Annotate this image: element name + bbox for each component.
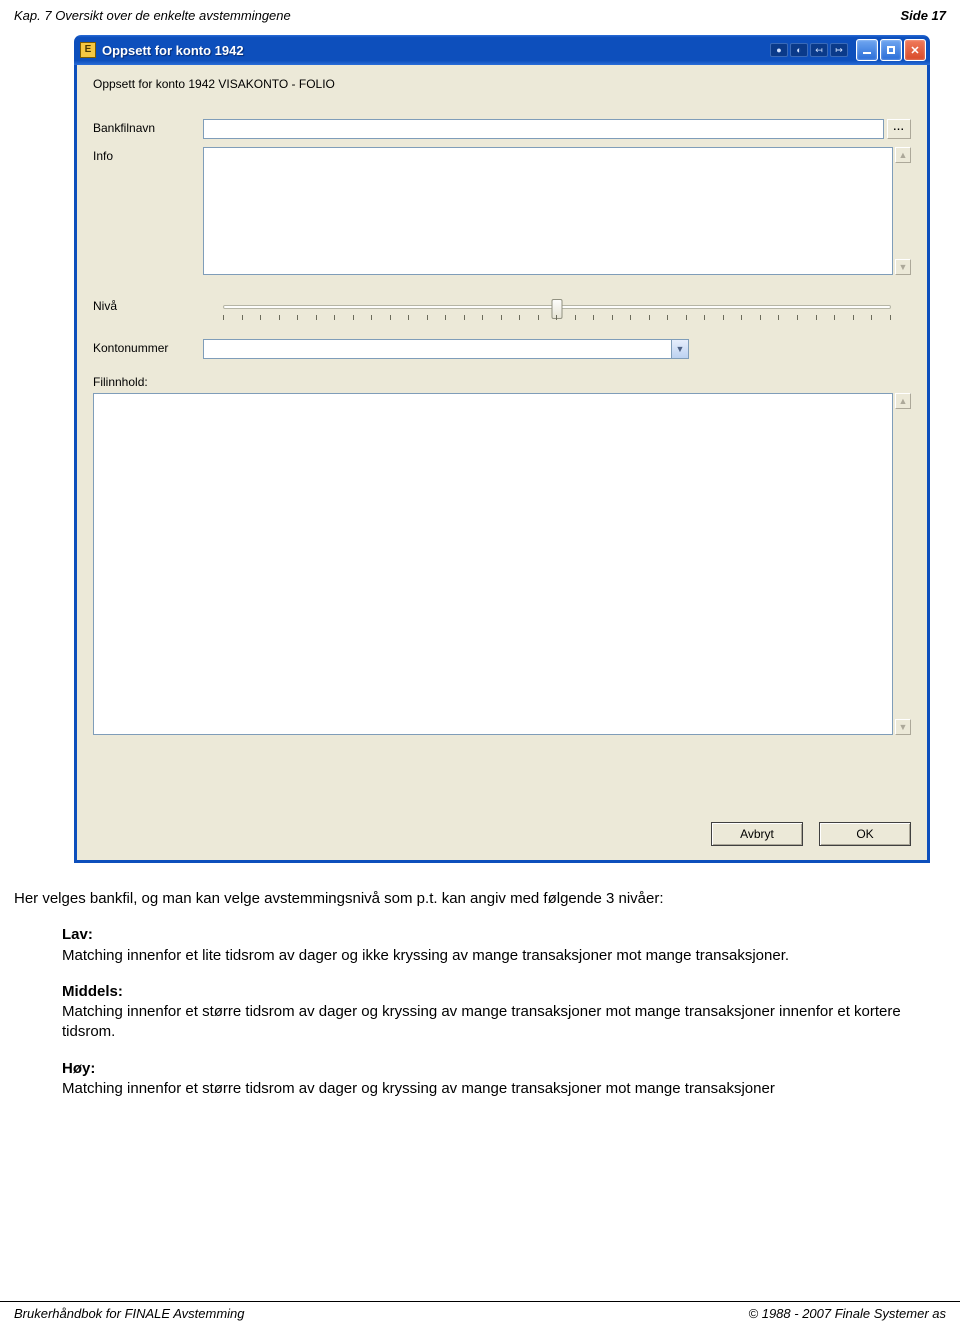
tray-arrow-right-icon[interactable]: ↦: [830, 43, 848, 57]
row-kontonummer: Kontonummer ▼: [93, 339, 911, 359]
maximize-button[interactable]: [880, 39, 902, 61]
window-titlebar[interactable]: E Oppsett for konto 1942 ● ◐ ↤ ↦: [74, 35, 930, 65]
row-bankfilnavn: Bankfilnavn ...: [93, 119, 911, 139]
page-header: Kap. 7 Oversikt over de enkelte avstemmi…: [0, 0, 960, 27]
info-textarea[interactable]: [203, 147, 893, 275]
lav-label: Lav:: [62, 926, 93, 943]
tray-arrow-left-icon[interactable]: ↤: [810, 43, 828, 57]
window-title: Oppsett for konto 1942: [102, 43, 770, 58]
avbryt-button[interactable]: Avbryt: [711, 822, 803, 846]
filinnhold-scroll-up-icon[interactable]: ▲: [895, 393, 911, 409]
form-title: Oppsett for konto 1942 VISAKONTO - FOLIO: [93, 77, 911, 91]
app-icon: E: [80, 42, 96, 58]
label-filinnhold: Filinnhold:: [93, 373, 203, 389]
level-lav: Lav: Matching innenfor et lite tidsrom a…: [62, 925, 942, 966]
label-bankfilnavn: Bankfilnavn: [93, 119, 203, 135]
body-text: Her velges bankfil, og man kan velge avs…: [14, 889, 942, 1099]
middels-label: Middels:: [62, 983, 123, 1000]
levels-block: Lav: Matching innenfor et lite tidsrom a…: [62, 925, 942, 1099]
label-kontonummer: Kontonummer: [93, 339, 203, 355]
system-tray: ● ◐ ↤ ↦: [770, 43, 848, 57]
filinnhold-box[interactable]: [93, 393, 893, 735]
tray-nvidia-icon[interactable]: ◐: [790, 43, 808, 57]
input-bankfilnavn[interactable]: [203, 119, 884, 139]
browse-button[interactable]: ...: [887, 119, 911, 139]
info-scroll-up-icon[interactable]: ▲: [895, 147, 911, 163]
minimize-button[interactable]: [856, 39, 878, 61]
dialog-window: E Oppsett for konto 1942 ● ◐ ↤ ↦ Oppsett…: [74, 35, 930, 863]
lav-text: Matching innenfor et lite tidsrom av dag…: [62, 947, 789, 964]
combo-dropdown-icon[interactable]: ▼: [671, 340, 688, 358]
hoy-label: Høy:: [62, 1060, 95, 1077]
row-filinnhold-label: Filinnhold:: [93, 373, 911, 389]
row-nivaa: Nivå: [93, 297, 911, 329]
nivaa-slider[interactable]: [203, 299, 911, 329]
close-button[interactable]: [904, 39, 926, 61]
ok-button[interactable]: OK: [819, 822, 911, 846]
level-hoy: Høy: Matching innenfor et større tidsrom…: [62, 1059, 942, 1100]
level-middels: Middels: Matching innenfor et større tid…: [62, 982, 942, 1043]
window-body: Oppsett for konto 1942 VISAKONTO - FOLIO…: [74, 65, 930, 863]
label-nivaa: Nivå: [93, 297, 203, 313]
window-controls: [856, 39, 926, 61]
label-info: Info: [93, 147, 203, 163]
tray-record-icon[interactable]: ●: [770, 43, 788, 57]
row-info: Info ▲ ▼: [93, 147, 893, 275]
intro-paragraph: Her velges bankfil, og man kan velge avs…: [14, 889, 942, 909]
footer-left: Brukerhåndbok for FINALE Avstemming: [14, 1306, 245, 1321]
page-footer: Brukerhåndbok for FINALE Avstemming © 19…: [0, 1301, 960, 1321]
footer-right: © 1988 - 2007 Finale Systemer as: [749, 1306, 946, 1321]
page-header-right: Side 17: [900, 8, 946, 23]
filinnhold-scroll-down-icon[interactable]: ▼: [895, 719, 911, 735]
middels-text: Matching innenfor et større tidsrom av d…: [62, 1003, 901, 1040]
slider-ticks: [223, 315, 891, 323]
hoy-text: Matching innenfor et større tidsrom av d…: [62, 1080, 775, 1097]
info-scroll-down-icon[interactable]: ▼: [895, 259, 911, 275]
dialog-buttons: Avbryt OK: [711, 822, 911, 846]
kontonummer-combo[interactable]: ▼: [203, 339, 689, 359]
page-header-left: Kap. 7 Oversikt over de enkelte avstemmi…: [14, 8, 291, 23]
